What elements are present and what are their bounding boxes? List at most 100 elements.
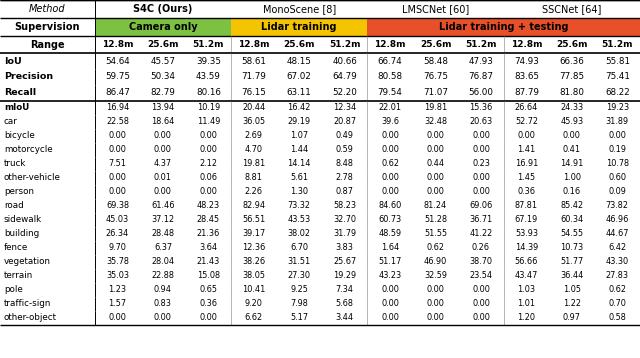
- Text: 46.96: 46.96: [605, 216, 629, 224]
- Bar: [0, 143, 640, 157]
- Text: 22.88: 22.88: [152, 271, 174, 281]
- Text: 0.26: 0.26: [472, 243, 490, 252]
- Text: 22.01: 22.01: [378, 103, 402, 112]
- Text: mIoU: mIoU: [4, 103, 29, 112]
- Text: 43.30: 43.30: [605, 257, 629, 266]
- Text: 76.75: 76.75: [423, 73, 448, 82]
- Text: 31.89: 31.89: [605, 117, 629, 126]
- Text: 25.6m: 25.6m: [420, 40, 451, 49]
- Text: 76.15: 76.15: [241, 88, 266, 97]
- Text: 1.05: 1.05: [563, 285, 581, 295]
- Text: 69.06: 69.06: [469, 202, 493, 211]
- Text: 16.42: 16.42: [287, 103, 311, 112]
- Text: motorcycle: motorcycle: [4, 145, 52, 155]
- Text: 2.26: 2.26: [244, 188, 263, 197]
- Bar: [0, 311, 640, 325]
- Text: 25.6m: 25.6m: [147, 40, 179, 49]
- Text: 22.58: 22.58: [106, 117, 129, 126]
- Text: S4C (Ours): S4C (Ours): [133, 4, 193, 14]
- Bar: [0, 213, 640, 227]
- Text: 52.20: 52.20: [332, 88, 357, 97]
- Text: 8.81: 8.81: [244, 174, 263, 183]
- Text: 5.68: 5.68: [335, 300, 354, 309]
- Text: car: car: [4, 117, 18, 126]
- Bar: [95, 18, 231, 36]
- Text: 1.01: 1.01: [517, 300, 536, 309]
- Bar: [0, 199, 640, 213]
- Text: pole: pole: [4, 285, 22, 295]
- Text: 71.79: 71.79: [241, 73, 266, 82]
- Text: 0.59: 0.59: [336, 145, 353, 155]
- Text: 2.78: 2.78: [336, 174, 353, 183]
- Text: 39.35: 39.35: [196, 57, 221, 66]
- Text: 6.70: 6.70: [290, 243, 308, 252]
- Text: 0.62: 0.62: [608, 285, 627, 295]
- Text: 36.71: 36.71: [469, 216, 493, 224]
- Text: 25.67: 25.67: [333, 257, 356, 266]
- Text: 26.64: 26.64: [515, 103, 538, 112]
- Text: 63.11: 63.11: [287, 88, 312, 97]
- Text: 0.00: 0.00: [200, 145, 217, 155]
- Text: 58.23: 58.23: [333, 202, 356, 211]
- Text: Precision: Precision: [4, 73, 53, 82]
- Text: 40.66: 40.66: [332, 57, 357, 66]
- Text: 0.09: 0.09: [609, 188, 626, 197]
- Text: 0.00: 0.00: [109, 174, 126, 183]
- Text: 0.06: 0.06: [199, 174, 218, 183]
- Text: terrain: terrain: [4, 271, 33, 281]
- Text: 76.87: 76.87: [468, 73, 493, 82]
- Text: 0.41: 0.41: [563, 145, 581, 155]
- Text: 81.80: 81.80: [559, 88, 584, 97]
- Text: 43.23: 43.23: [378, 271, 402, 281]
- Text: 19.29: 19.29: [333, 271, 356, 281]
- Text: 36.05: 36.05: [242, 117, 266, 126]
- Text: 35.03: 35.03: [106, 271, 129, 281]
- Text: 58.48: 58.48: [423, 57, 448, 66]
- Text: 68.22: 68.22: [605, 88, 630, 97]
- Text: 6.37: 6.37: [154, 243, 172, 252]
- Text: 27.83: 27.83: [606, 271, 628, 281]
- Text: 51.55: 51.55: [424, 229, 447, 238]
- Text: bicycle: bicycle: [4, 131, 35, 140]
- Text: 0.00: 0.00: [427, 188, 444, 197]
- Text: 9.25: 9.25: [291, 285, 308, 295]
- Text: 54.55: 54.55: [560, 229, 584, 238]
- Text: 0.00: 0.00: [109, 131, 126, 140]
- Text: 60.34: 60.34: [560, 216, 584, 224]
- Text: 9.70: 9.70: [109, 243, 126, 252]
- Text: 28.04: 28.04: [151, 257, 175, 266]
- Text: 54.64: 54.64: [105, 57, 130, 66]
- Text: 21.43: 21.43: [196, 257, 220, 266]
- Text: 25.6m: 25.6m: [556, 40, 588, 49]
- Text: 18.64: 18.64: [151, 117, 175, 126]
- Text: 41.22: 41.22: [469, 229, 493, 238]
- Text: 1.45: 1.45: [517, 174, 536, 183]
- Bar: [0, 255, 640, 269]
- Text: 0.00: 0.00: [472, 174, 490, 183]
- Bar: [0, 18, 95, 36]
- Text: 59.75: 59.75: [105, 73, 130, 82]
- Text: 0.00: 0.00: [427, 145, 444, 155]
- Text: 1.30: 1.30: [290, 188, 308, 197]
- Text: 6.62: 6.62: [244, 314, 263, 323]
- Text: 31.79: 31.79: [333, 229, 356, 238]
- Text: 32.59: 32.59: [424, 271, 447, 281]
- Text: 0.00: 0.00: [381, 188, 399, 197]
- Text: 0.62: 0.62: [426, 243, 445, 252]
- Text: other-vehicle: other-vehicle: [4, 174, 61, 183]
- Text: 39.6: 39.6: [381, 117, 399, 126]
- Text: building: building: [4, 229, 39, 238]
- Text: 0.00: 0.00: [472, 285, 490, 295]
- Text: 0.01: 0.01: [154, 174, 172, 183]
- Text: 28.45: 28.45: [196, 216, 220, 224]
- Text: 0.00: 0.00: [472, 300, 490, 309]
- Text: 10.19: 10.19: [196, 103, 220, 112]
- Text: 0.00: 0.00: [381, 145, 399, 155]
- Text: 61.46: 61.46: [151, 202, 175, 211]
- Bar: [0, 69, 640, 85]
- Text: 43.59: 43.59: [196, 73, 221, 82]
- Text: 56.00: 56.00: [468, 88, 493, 97]
- Text: IoU: IoU: [4, 57, 22, 66]
- Text: Camera only: Camera only: [129, 22, 197, 32]
- Text: 4.37: 4.37: [154, 160, 172, 169]
